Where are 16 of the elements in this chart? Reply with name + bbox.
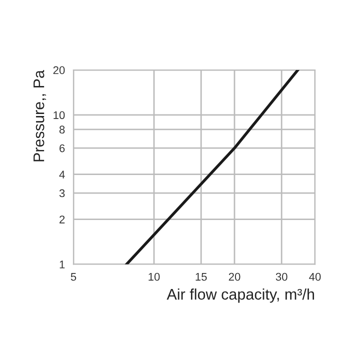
x-axis-title: Air flow capacity, m³/h <box>166 288 314 303</box>
y-tick-label: 10 <box>54 111 65 120</box>
y-axis-title: Pressure,, Pa <box>34 70 46 162</box>
x-tick-label: 40 <box>309 272 321 281</box>
y-tick-label: 8 <box>59 126 65 134</box>
y-tick-label: 20 <box>53 66 65 74</box>
y-tick-label: 4 <box>59 170 65 178</box>
y-tick-label: 1 <box>60 260 65 268</box>
x-tick-label: 15 <box>196 272 207 281</box>
x-tick-label: 10 <box>148 272 160 281</box>
x-tick-label: 5 <box>70 272 76 281</box>
y-tick-label: 2 <box>60 216 65 224</box>
x-tick-label: 20 <box>228 272 240 281</box>
x-tick-label: 30 <box>276 272 288 281</box>
y-tick-label: 6 <box>60 144 65 152</box>
y-tick-label: 3 <box>59 189 65 198</box>
